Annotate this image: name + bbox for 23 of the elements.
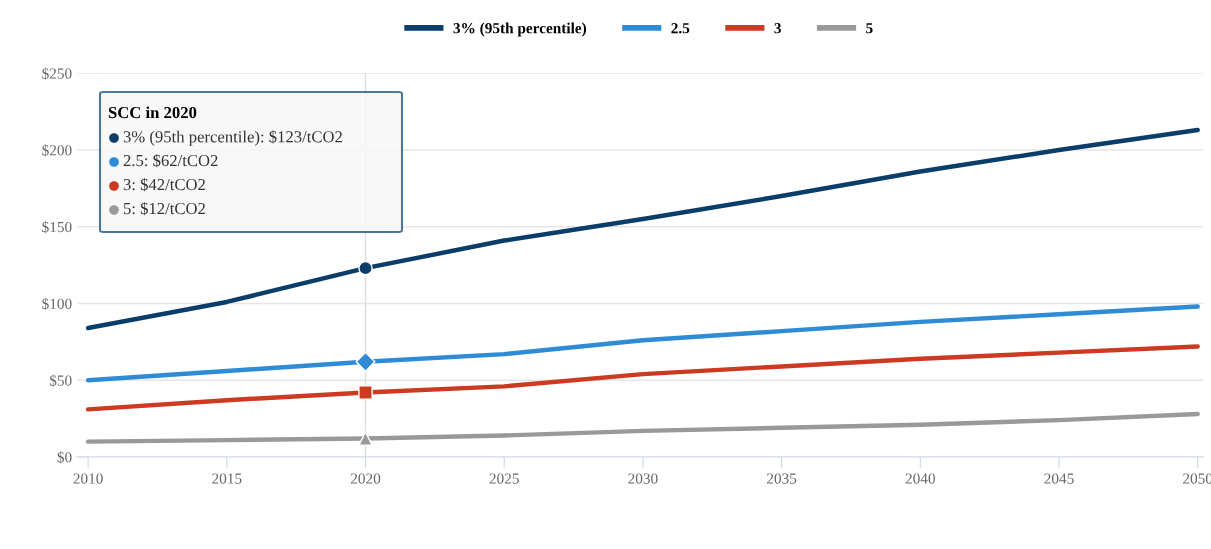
y-tick-label: $50 [49,374,72,387]
x-tick-label: 2035 [767,473,797,484]
x-tick-label: 2040 [905,473,935,484]
legend-label: 3% (95th percentile) [453,22,587,37]
x-tick-label: 2030 [628,473,658,484]
x-tick-label: 2020 [350,473,381,484]
y-tick-label: $100 [42,297,72,310]
y-tick-label: $150 [42,220,72,234]
legend-label: 2.5 [671,23,690,34]
legend-label: 3 [774,23,781,34]
y-tick-label: $200 [42,144,72,157]
annotation: SCC in 2020 [108,106,197,119]
x-tick-label: 2025 [489,473,519,484]
x-tick-label: 2015 [212,473,242,484]
y-tick-label: $0 [57,451,72,464]
y-tick-label: $250 [42,67,72,80]
x-tick-label: 2045 [1044,473,1074,484]
annotation: 3% (95th percentile): $123/tCO2 [123,130,342,146]
annotation: 3: $42/tCO2 [123,177,205,192]
x-tick-label: 2010 [73,473,103,484]
legend-label: 5 [866,23,873,34]
annotation: 2.5: $62/tCO2 [123,153,218,168]
annotation: 5: $12/tCO2 [123,201,205,216]
